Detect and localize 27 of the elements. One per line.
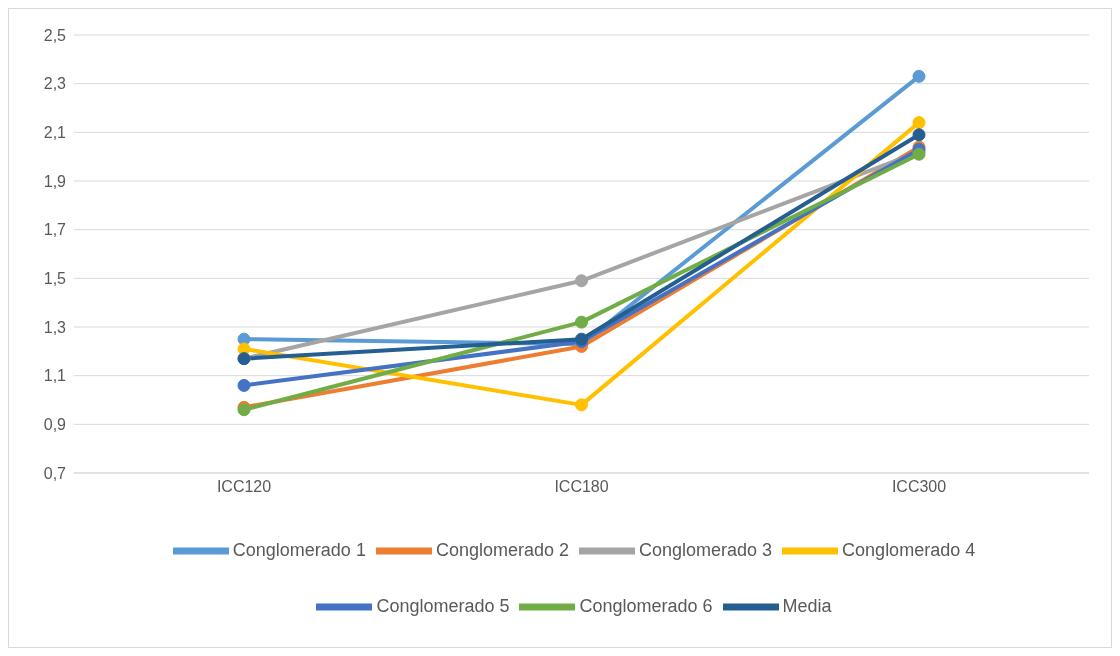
y-tick-label: 1,5 <box>43 270 67 288</box>
point <box>912 128 926 142</box>
legend-label: Media <box>782 595 832 616</box>
legend-label: Conglomerado 6 <box>579 595 713 616</box>
point <box>912 116 926 130</box>
y-tick-label: 2,1 <box>43 124 67 142</box>
y-tick-label: 0,9 <box>43 416 67 434</box>
y-tick-label: 0,7 <box>43 464 67 482</box>
point <box>912 69 926 83</box>
legend-label: Conglomerado 3 <box>639 539 773 560</box>
y-tick-label: 1,9 <box>43 172 67 190</box>
y-tick-label: 2,5 <box>43 26 67 44</box>
point <box>237 378 251 392</box>
legend-label: Conglomerado 4 <box>842 539 976 560</box>
point <box>575 315 588 329</box>
point <box>575 274 588 288</box>
legend-label: Conglomerado 5 <box>376 595 510 616</box>
x-tick-label: ICC300 <box>891 478 947 496</box>
point <box>575 398 588 412</box>
y-tick-label: 1,7 <box>43 221 67 239</box>
y-tick-label: 1,3 <box>43 318 67 336</box>
x-tick-label: ICC120 <box>216 478 272 496</box>
y-tick-label: 1,1 <box>43 367 67 385</box>
x-tick-label: ICC180 <box>554 478 609 496</box>
legend-label: Conglomerado 1 <box>232 539 366 560</box>
y-tick-label: 2,3 <box>43 75 67 93</box>
legend-label: Conglomerado 2 <box>435 539 569 560</box>
